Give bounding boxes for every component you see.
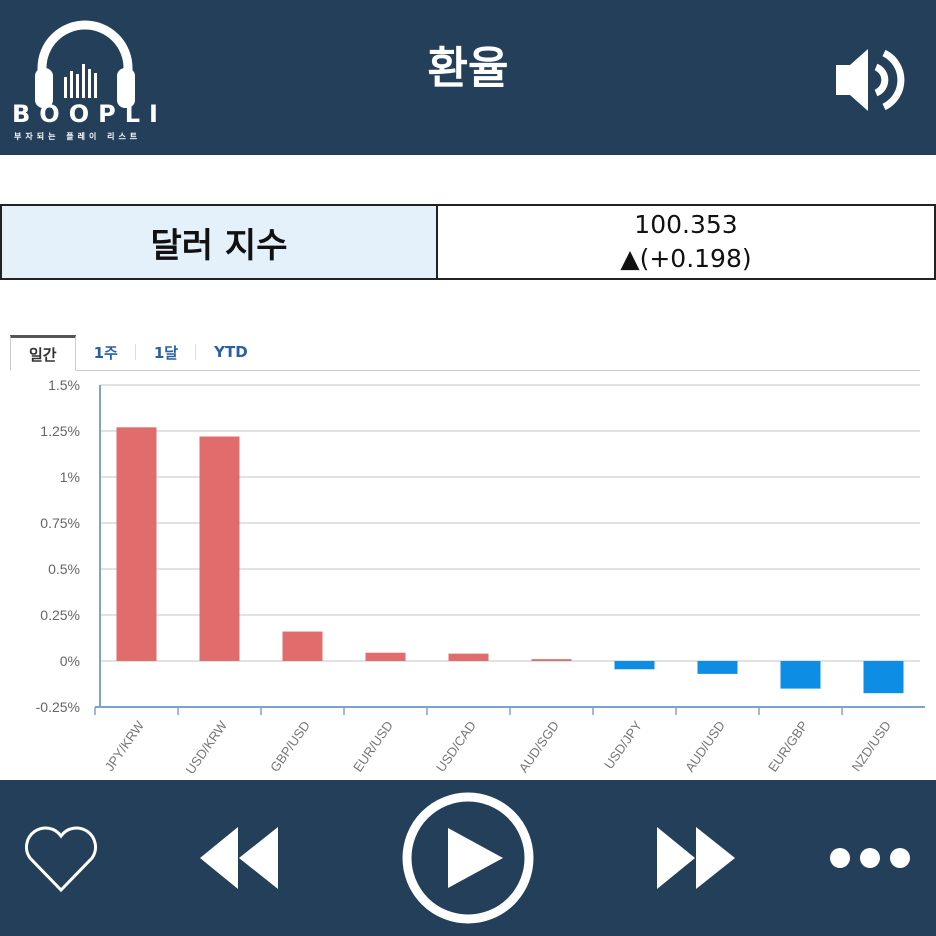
y-tick-label: -0.25% xyxy=(36,699,80,715)
rewind-icon[interactable] xyxy=(200,827,280,889)
y-tick-label: 0.75% xyxy=(40,515,80,531)
header: BOOPLI 부자되는 플레이 리스트 환율 xyxy=(0,0,936,155)
x-tick-label: AUD/USD xyxy=(682,718,728,775)
page-title: 환율 xyxy=(427,43,509,94)
y-tick-label: 0% xyxy=(60,653,80,669)
headphones-logo-icon xyxy=(35,20,135,108)
x-tick-label: EUR/USD xyxy=(350,718,396,775)
y-tick-label: 1% xyxy=(60,469,80,485)
player-controls xyxy=(0,780,936,936)
x-tick-label: USD/CAD xyxy=(433,718,479,775)
bar-eur-gbp xyxy=(780,661,821,689)
x-tick-label: GBP/USD xyxy=(267,718,313,775)
bar-usd-cad xyxy=(448,653,489,661)
bar-aud-sgd xyxy=(531,659,572,661)
period-tabs: 일간 1주 1달 YTD xyxy=(10,334,920,371)
x-tick-label: USD/KRW xyxy=(183,718,231,777)
dollar-index-value-cell: 100.353 ▲(+0.198) xyxy=(438,206,934,278)
x-tick-label: USD/JPY xyxy=(601,718,645,772)
x-tick-label: EUR/GBP xyxy=(765,718,811,775)
tab-1month[interactable]: 1달 xyxy=(136,334,197,370)
heart-icon[interactable] xyxy=(22,824,100,894)
logo-text: BOOPLI xyxy=(12,100,167,128)
dollar-index-box: 달러 지수 100.353 ▲(+0.198) xyxy=(0,204,936,280)
more-icon[interactable] xyxy=(828,846,912,870)
tab-1week[interactable]: 1주 xyxy=(76,334,137,370)
y-tick-label: 1.5% xyxy=(48,377,80,393)
tab-daily[interactable]: 일간 xyxy=(10,335,76,371)
x-tick-label: JPY/KRW xyxy=(102,718,148,774)
bar-gbp-usd xyxy=(282,631,323,661)
dollar-index-label: 달러 지수 xyxy=(2,206,438,278)
dollar-index-change: ▲(+0.198) xyxy=(620,244,752,273)
bar-nzd-usd xyxy=(863,661,904,694)
fast-forward-icon[interactable] xyxy=(657,827,737,889)
bar-usd-jpy xyxy=(614,661,655,670)
logo-subtitle: 부자되는 플레이 리스트 xyxy=(14,132,142,141)
dollar-index-value: 100.353 xyxy=(634,210,738,239)
y-tick-label: 0.5% xyxy=(48,561,80,577)
bar-usd-krw xyxy=(199,436,240,661)
x-tick-label: AUD/SGD xyxy=(516,718,562,775)
bar-eur-usd xyxy=(365,652,406,661)
bar-jpy-krw xyxy=(116,427,157,661)
speaker-icon[interactable] xyxy=(830,45,910,115)
fx-change-bar-chart: 1.5% 1.25% 1% 0.75% 0.5% 0.25% 0% -0.25% JPY/KRW… xyxy=(36,377,925,777)
y-tick-label: 0.25% xyxy=(40,607,80,623)
bar-aud-usd xyxy=(697,661,738,674)
tab-ytd[interactable]: YTD xyxy=(214,343,248,361)
play-icon[interactable] xyxy=(400,790,536,926)
y-tick-label: 1.25% xyxy=(40,423,80,439)
x-tick-label: NZD/USD xyxy=(849,718,894,774)
